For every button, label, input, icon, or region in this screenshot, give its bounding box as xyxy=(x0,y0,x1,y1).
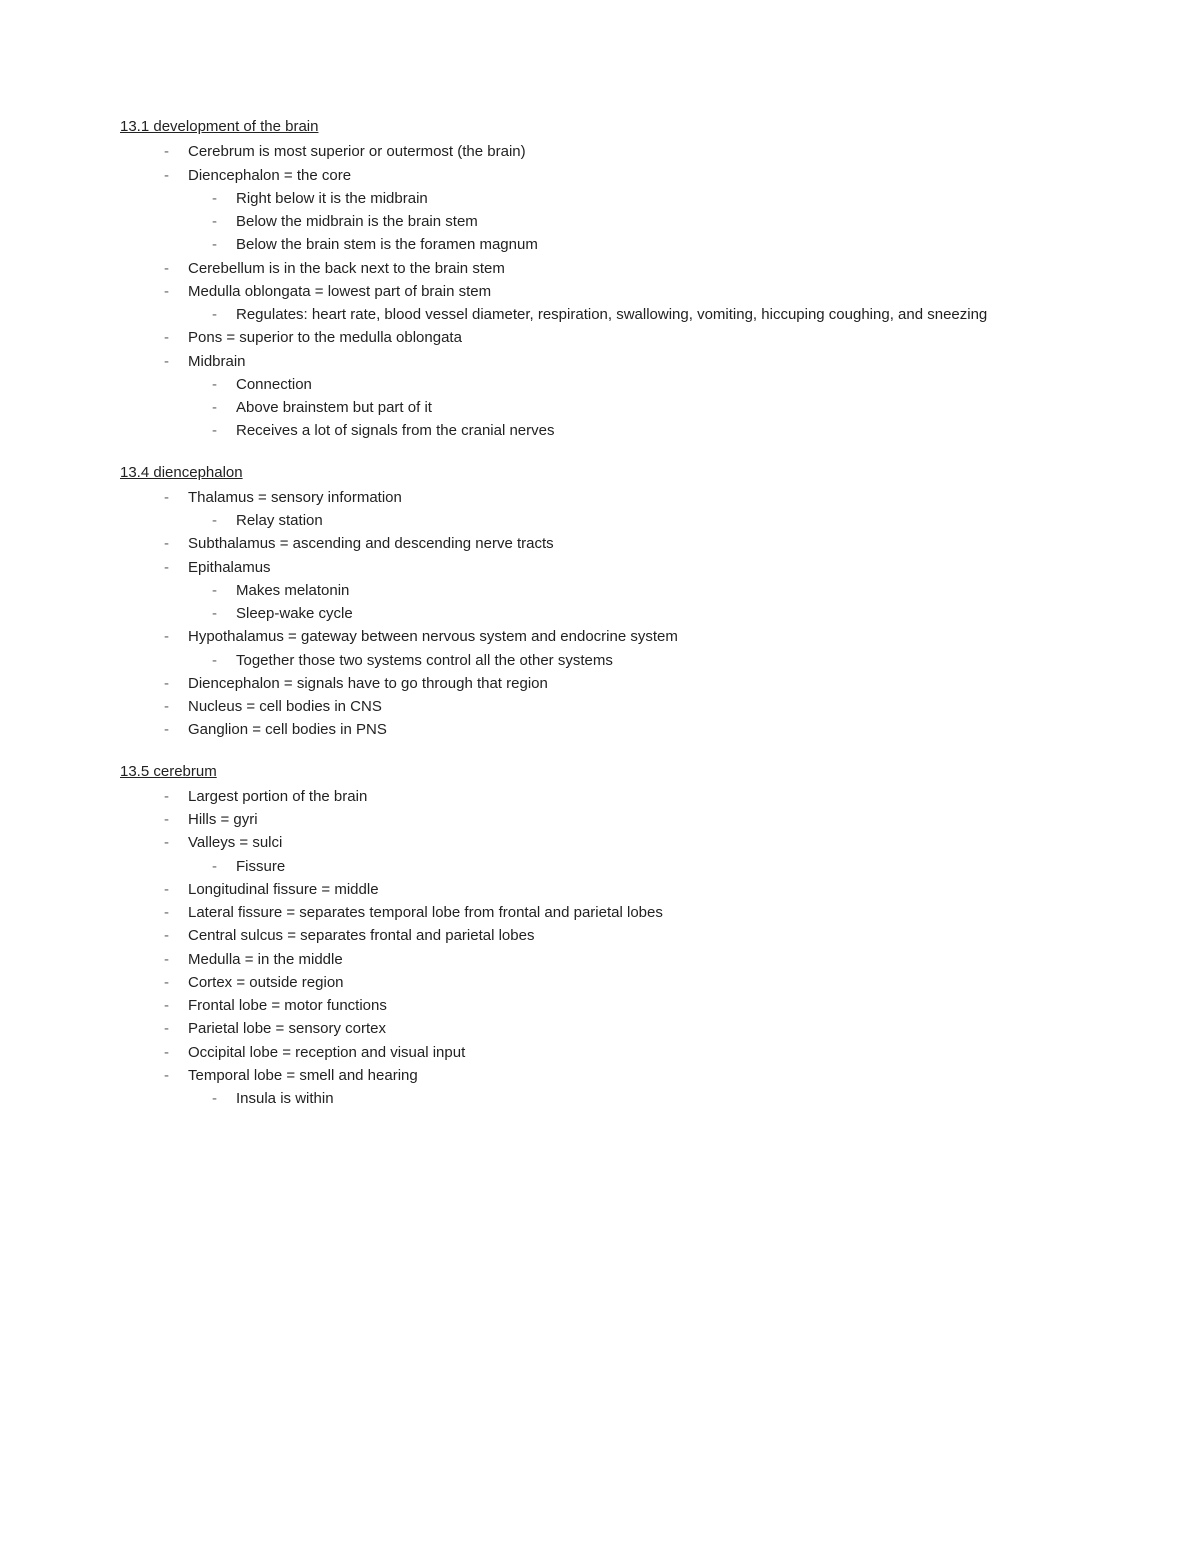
list-item: Nucleus = cell bodies in CNS xyxy=(188,695,1080,718)
list-item-text: Above brainstem but part of it xyxy=(236,399,432,416)
bullet-sublist: Insula is within xyxy=(188,1087,1080,1110)
list-item: Parietal lobe = sensory cortex xyxy=(188,1017,1080,1040)
list-item-text: Largest portion of the brain xyxy=(188,788,367,805)
list-item: Cerebellum is in the back next to the br… xyxy=(188,257,1080,280)
list-item-text: Hills = gyri xyxy=(188,811,258,828)
list-item-text: Cerebellum is in the back next to the br… xyxy=(188,260,505,277)
list-item: Right below it is the midbrain xyxy=(236,187,1080,210)
list-item: Below the midbrain is the brain stem xyxy=(236,210,1080,233)
section-heading: 13.1 development of the brain xyxy=(120,115,1080,138)
list-item-text: Pons = superior to the medulla oblongata xyxy=(188,329,462,346)
list-item-text: Parietal lobe = sensory cortex xyxy=(188,1020,386,1037)
list-item: Connection xyxy=(236,373,1080,396)
list-item: Below the brain stem is the foramen magn… xyxy=(236,233,1080,256)
list-item-text: Temporal lobe = smell and hearing xyxy=(188,1067,418,1084)
list-item: Insula is within xyxy=(236,1087,1080,1110)
list-item-text: Subthalamus = ascending and descending n… xyxy=(188,535,554,552)
list-item: Temporal lobe = smell and hearing Insula … xyxy=(188,1064,1080,1111)
list-item: Together those two systems control all t… xyxy=(236,649,1080,672)
list-item-text: Nucleus = cell bodies in CNS xyxy=(188,698,382,715)
list-item: Diencephalon = signals have to go throug… xyxy=(188,672,1080,695)
bullet-sublist: Regulates: heart rate, blood vessel diam… xyxy=(188,303,1080,326)
list-item-text: Makes melatonin xyxy=(236,582,349,599)
list-item: Largest portion of the brain xyxy=(188,785,1080,808)
document-page: 13.1 development of the brain Cerebrum is… xyxy=(0,0,1200,1190)
list-item: Diencephalon = the core Right below it is… xyxy=(188,164,1080,257)
list-item-text: Diencephalon = the core xyxy=(188,167,351,184)
bullet-list: Largest portion of the brain Hills = gyri… xyxy=(120,785,1080,1111)
list-item-text: Epithalamus xyxy=(188,559,271,576)
list-item: Relay station xyxy=(236,509,1080,532)
bullet-list: Cerebrum is most superior or outermost (… xyxy=(120,140,1080,442)
list-item-text: Central sulcus = separates frontal and p… xyxy=(188,927,534,944)
list-item: Regulates: heart rate, blood vessel diam… xyxy=(236,303,1080,326)
bullet-sublist: Makes melatonin Sleep-wake cycle xyxy=(188,579,1080,626)
list-item: Cerebrum is most superior or outermost (… xyxy=(188,140,1080,163)
list-item: Makes melatonin xyxy=(236,579,1080,602)
list-item: Frontal lobe = motor functions xyxy=(188,994,1080,1017)
list-item-text: Below the midbrain is the brain stem xyxy=(236,213,478,230)
section-heading: 13.5 cerebrum xyxy=(120,760,1080,783)
list-item: Fissure xyxy=(236,855,1080,878)
list-item-text: Lateral fissure = separates temporal lob… xyxy=(188,904,663,921)
list-item: Valleys = sulci Fissure xyxy=(188,831,1080,878)
list-item-text: Valleys = sulci xyxy=(188,834,282,851)
section-heading: 13.4 diencephalon xyxy=(120,461,1080,484)
list-item: Receives a lot of signals from the crani… xyxy=(236,419,1080,442)
bullet-sublist: Relay station xyxy=(188,509,1080,532)
list-item: Hills = gyri xyxy=(188,808,1080,831)
list-item: Lateral fissure = separates temporal lob… xyxy=(188,901,1080,924)
list-item-text: Regulates: heart rate, blood vessel diam… xyxy=(236,306,987,323)
list-item-text: Diencephalon = signals have to go throug… xyxy=(188,675,548,692)
list-item-text: Ganglion = cell bodies in PNS xyxy=(188,721,387,738)
list-item-text: Below the brain stem is the foramen magn… xyxy=(236,236,538,253)
list-item-text: Cortex = outside region xyxy=(188,974,344,991)
list-item: Medulla = in the middle xyxy=(188,948,1080,971)
list-item: Midbrain Connection Above brainstem but pa… xyxy=(188,350,1080,443)
list-item: Pons = superior to the medulla oblongata xyxy=(188,326,1080,349)
list-item-text: Midbrain xyxy=(188,353,246,370)
list-item: Subthalamus = ascending and descending n… xyxy=(188,532,1080,555)
list-item-text: Right below it is the midbrain xyxy=(236,190,428,207)
list-item: Hypothalamus = gateway between nervous s… xyxy=(188,625,1080,672)
list-item-text: Hypothalamus = gateway between nervous s… xyxy=(188,628,678,645)
list-item-text: Receives a lot of signals from the crani… xyxy=(236,422,554,439)
list-item-text: Occipital lobe = reception and visual in… xyxy=(188,1044,465,1061)
list-item: Cortex = outside region xyxy=(188,971,1080,994)
list-item-text: Insula is within xyxy=(236,1090,334,1107)
bullet-sublist: Fissure xyxy=(188,855,1080,878)
list-item: Thalamus = sensory information Relay stat… xyxy=(188,486,1080,533)
bullet-sublist: Connection Above brainstem but part of it… xyxy=(188,373,1080,443)
list-item: Occipital lobe = reception and visual in… xyxy=(188,1041,1080,1064)
list-item-text: Longitudinal fissure = middle xyxy=(188,881,379,898)
list-item: Longitudinal fissure = middle xyxy=(188,878,1080,901)
bullet-sublist: Right below it is the midbrain Below the … xyxy=(188,187,1080,257)
list-item-text: Connection xyxy=(236,376,312,393)
list-item-text: Cerebrum is most superior or outermost (… xyxy=(188,143,526,160)
list-item-text: Thalamus = sensory information xyxy=(188,489,402,506)
list-item-text: Medulla = in the middle xyxy=(188,951,343,968)
list-item: Medulla oblongata = lowest part of brain… xyxy=(188,280,1080,327)
list-item: Ganglion = cell bodies in PNS xyxy=(188,718,1080,741)
list-item: Above brainstem but part of it xyxy=(236,396,1080,419)
list-item: Sleep-wake cycle xyxy=(236,602,1080,625)
list-item-text: Sleep-wake cycle xyxy=(236,605,353,622)
list-item-text: Relay station xyxy=(236,512,323,529)
list-item-text: Fissure xyxy=(236,858,285,875)
list-item-text: Together those two systems control all t… xyxy=(236,652,613,669)
bullet-sublist: Together those two systems control all t… xyxy=(188,649,1080,672)
list-item-text: Frontal lobe = motor functions xyxy=(188,997,387,1014)
list-item: Epithalamus Makes melatonin Sleep-wake cyc… xyxy=(188,556,1080,626)
list-item: Central sulcus = separates frontal and p… xyxy=(188,924,1080,947)
bullet-list: Thalamus = sensory information Relay stat… xyxy=(120,486,1080,742)
list-item-text: Medulla oblongata = lowest part of brain… xyxy=(188,283,491,300)
